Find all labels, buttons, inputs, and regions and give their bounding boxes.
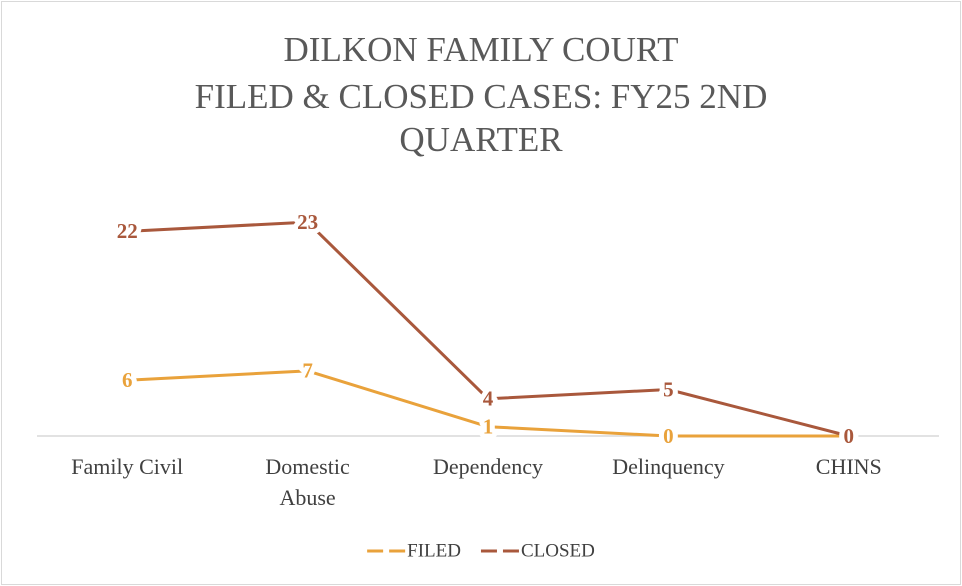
chart-title: FILED & CLOSED CASES: FY25 2ND xyxy=(195,77,768,116)
x-tick-label: Dependency xyxy=(433,454,543,479)
data-label: 6 xyxy=(122,368,133,392)
data-label: 1 xyxy=(483,415,494,439)
data-label: 0 xyxy=(844,424,855,448)
series-line xyxy=(127,369,849,438)
data-label: 22 xyxy=(117,219,138,243)
data-label: 4 xyxy=(483,387,494,411)
data-label: 5 xyxy=(663,377,674,401)
series-line xyxy=(127,220,850,438)
data-label: 0 xyxy=(844,424,855,448)
data-label: 7 xyxy=(302,359,313,383)
data-label: 23 xyxy=(297,210,318,234)
x-tick-label: Delinquency xyxy=(612,454,724,479)
data-label: 0 xyxy=(663,424,674,448)
x-tick-label: Domestic Abuse xyxy=(265,454,350,510)
chart-title: DILKON FAMILY COURT xyxy=(284,30,679,69)
x-tick-label: Family Civil xyxy=(71,454,183,479)
legend-label: CLOSED xyxy=(521,540,595,561)
chart-title: QUARTER xyxy=(399,120,563,159)
x-tick-label: CHINS xyxy=(816,454,882,479)
legend-label: FILED xyxy=(407,540,461,561)
legend: FILED CLOSED xyxy=(367,540,595,561)
